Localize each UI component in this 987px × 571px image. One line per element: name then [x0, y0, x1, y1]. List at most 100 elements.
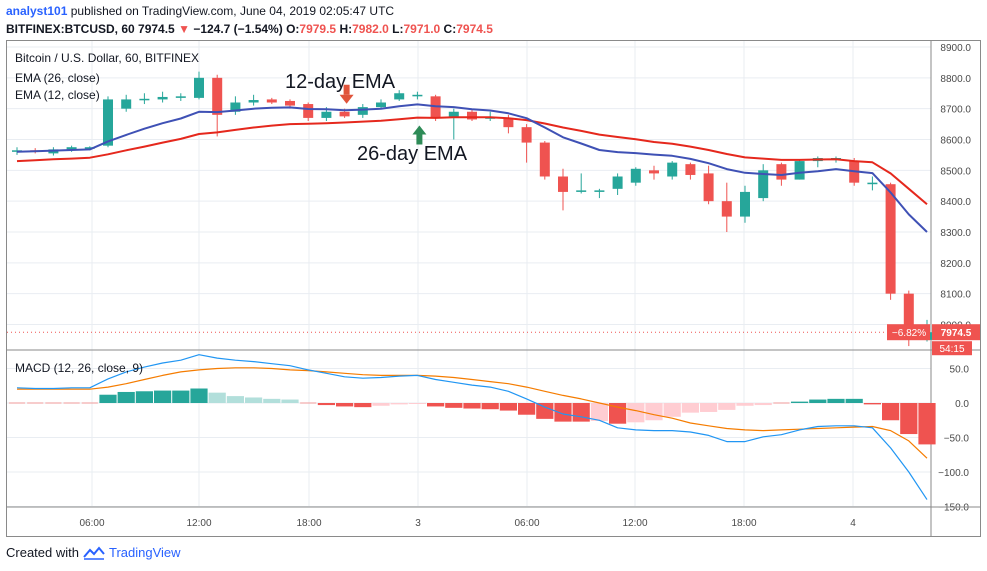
macd-histogram-bar	[408, 403, 426, 404]
macd-histogram-bar	[809, 399, 827, 403]
candle-body	[412, 94, 423, 97]
price-change: −124.7 (−1.54%)	[193, 22, 283, 36]
main-pane-title: Bitcoin / U.S. Dollar, 60, BITFINEX	[15, 51, 200, 65]
price-tick-label: 8600.0	[940, 136, 971, 147]
author-link[interactable]: analyst101	[6, 4, 68, 18]
macd-histogram-bar	[590, 403, 608, 421]
low-value: 7971.0	[403, 22, 441, 36]
candle	[212, 74, 223, 137]
ohlc-line: BITFINEX:BTCUSD, 60 7974.5 ▼ −124.7 (−1.…	[6, 22, 493, 36]
candle	[230, 96, 241, 115]
ema26-legend[interactable]: EMA (26, close)	[15, 71, 100, 85]
candle-body	[448, 111, 459, 118]
time-tick-label: 18:00	[296, 518, 321, 529]
ema12-legend[interactable]: EMA (12, close)	[15, 88, 100, 102]
candle-body	[303, 104, 314, 118]
candle	[685, 162, 696, 180]
candle-body	[376, 102, 386, 108]
macd-histogram-bar	[427, 403, 445, 407]
candle-body	[467, 111, 477, 120]
macd-histogram-bar	[372, 403, 390, 406]
candle	[758, 164, 769, 202]
svg-text:−6.82%: −6.82%	[892, 328, 926, 339]
candle	[394, 90, 405, 101]
time-tick-label: 18:00	[731, 518, 756, 529]
publish-line: analyst101 published on TradingView.com,…	[6, 4, 394, 18]
close-value: 7974.5	[456, 22, 493, 36]
tradingview-brand-link[interactable]: TradingView	[108, 545, 181, 560]
candle-body	[667, 162, 678, 177]
macd-histogram-bar	[317, 403, 335, 406]
price-badge: 7974.5	[932, 324, 980, 341]
candle-body	[357, 107, 368, 115]
svg-text:7974.5: 7974.5	[941, 328, 972, 339]
macd-histogram-bar	[681, 403, 699, 413]
candle-body	[212, 77, 223, 115]
macd-histogram-bar	[499, 403, 517, 411]
annotation-26-day-ema: 26-day EMA	[357, 143, 468, 165]
macd-histogram-bar	[190, 388, 208, 403]
down-arrow-icon	[339, 84, 354, 104]
candle	[630, 167, 641, 186]
candle	[558, 168, 568, 211]
candle	[157, 91, 168, 103]
macd-histogram-bar	[336, 403, 354, 407]
candle	[612, 173, 623, 195]
candle	[594, 188, 605, 199]
candle	[376, 99, 386, 109]
candle	[103, 96, 113, 148]
macd-histogram-bar	[226, 396, 244, 403]
candle	[139, 93, 150, 105]
macd-histogram-bar	[354, 403, 372, 408]
price-tick-label: 8700.0	[940, 105, 971, 116]
credit-line: Created with TradingView	[6, 545, 181, 560]
price-tick-label: 8200.0	[940, 259, 971, 270]
candle	[357, 104, 368, 118]
macd-tick-label: 0.0	[955, 399, 969, 410]
candle-body	[685, 164, 696, 175]
candle	[248, 94, 259, 106]
macd-tick-label: −150.0	[938, 503, 969, 514]
chart-background	[7, 41, 980, 536]
candle-body	[248, 100, 259, 103]
macd-histogram-bar	[572, 403, 590, 422]
candle-body	[194, 77, 204, 98]
candle	[667, 161, 678, 180]
candle-body	[66, 147, 77, 150]
candle-body	[230, 102, 241, 112]
price-tick-label: 8100.0	[940, 290, 971, 301]
candle-body	[649, 170, 659, 174]
macd-histogram-bar	[736, 403, 754, 406]
macd-histogram-bar	[154, 390, 172, 403]
macd-histogram-bar	[754, 403, 772, 406]
percent-change-badge: −6.82%	[887, 324, 930, 341]
candle	[794, 159, 805, 180]
high-label: H:	[339, 22, 353, 36]
svg-text:54:15: 54:15	[939, 344, 964, 355]
macd-histogram-bar	[245, 397, 263, 403]
low-label: L:	[392, 22, 404, 36]
candle-body	[721, 201, 732, 217]
candle-body	[521, 127, 532, 143]
candle	[649, 165, 659, 180]
candle-body	[630, 168, 641, 183]
candle	[467, 108, 477, 121]
chart-canvas[interactable]: 8900.0 8800.0 8700.0 8600.0 8500.0 8400.0 8300…	[7, 41, 980, 536]
macd-histogram-bar	[99, 394, 117, 403]
candle-body	[903, 293, 914, 340]
up-arrow-icon	[412, 125, 427, 145]
time-tick-label: 12:00	[622, 518, 647, 529]
candle-body	[394, 93, 405, 100]
macd-signal-line	[17, 367, 928, 459]
macd-tick-label: −50.0	[944, 434, 970, 445]
candle-body	[794, 161, 805, 180]
candle-body	[576, 190, 587, 192]
macd-histogram-bar	[172, 390, 190, 403]
candle-body	[339, 111, 350, 117]
candle	[194, 71, 204, 100]
price-tick-label: 8900.0	[940, 43, 971, 54]
candle-body	[175, 96, 186, 98]
chart-frame[interactable]: 8900.0 8800.0 8700.0 8600.0 8500.0 8400.0 8300…	[6, 40, 981, 537]
candle	[521, 124, 532, 163]
candle-body	[84, 147, 95, 149]
